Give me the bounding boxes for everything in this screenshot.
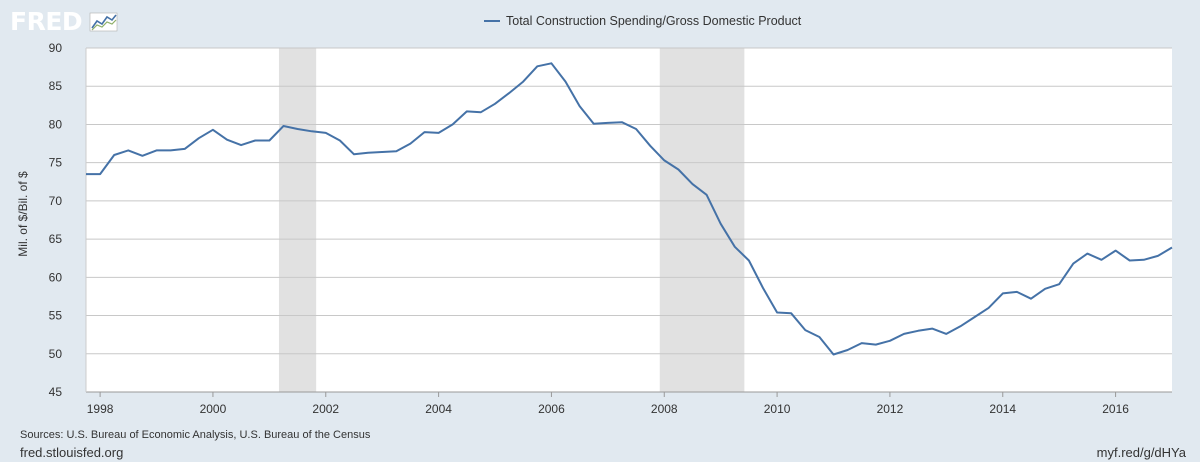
legend-label: Total Construction Spending/Gross Domest… (506, 14, 802, 28)
short-link[interactable]: myf.red/g/dHYa (1097, 445, 1187, 460)
series-line-0 (86, 62, 1173, 356)
recession-band-1 (659, 48, 745, 392)
y-tick-label: 65 (49, 232, 63, 246)
x-tick-label: 2014 (989, 402, 1016, 416)
y-tick-label: 50 (49, 347, 63, 361)
x-tick-label: 2012 (877, 402, 904, 416)
y-tick-label: 60 (49, 270, 63, 284)
y-tick-label: 80 (49, 117, 63, 131)
y-tick-label: 90 (49, 41, 63, 55)
y-tick-label: 75 (49, 156, 63, 170)
plot-area (86, 48, 1172, 392)
x-tick-label: 2000 (200, 402, 227, 416)
x-tick-label: 2008 (651, 402, 678, 416)
y-tick-label: 45 (49, 385, 63, 399)
fred-logo[interactable]: FRED (10, 7, 118, 36)
grid-lines (86, 47, 1172, 355)
x-tick-label: 2010 (764, 402, 791, 416)
chart-line-icon (89, 12, 118, 32)
y-tick-label: 85 (49, 79, 63, 93)
y-axis-ticks: 45 50 55 60 65 70 75 80 85 90 (49, 41, 63, 399)
legend: Total Construction Spending/Gross Domest… (484, 14, 802, 28)
series-layer (86, 62, 1173, 356)
recession-band-0 (278, 48, 317, 392)
x-tick-label: 2006 (538, 402, 565, 416)
x-tick-label: 2004 (425, 402, 452, 416)
fred-logo-text[interactable]: FRED (10, 7, 83, 36)
sources-note: Sources: U.S. Bureau of Economic Analysi… (20, 429, 371, 441)
y-axis-title: Mil. of $/Bil. of $ (16, 171, 30, 257)
site-link[interactable]: fred.stlouisfed.org (20, 445, 123, 460)
y-tick-label: 70 (49, 194, 63, 208)
y-tick-label: 55 (49, 309, 63, 323)
x-tick-label: 2016 (1102, 402, 1129, 416)
recession-bands (278, 48, 745, 392)
x-tick-label: 2002 (312, 402, 339, 416)
x-tick-label: 1998 (87, 402, 114, 416)
x-axis-ticks: 1998 2000 2002 2004 2006 2008 2010 2012 2014 2016 (85, 48, 1172, 416)
